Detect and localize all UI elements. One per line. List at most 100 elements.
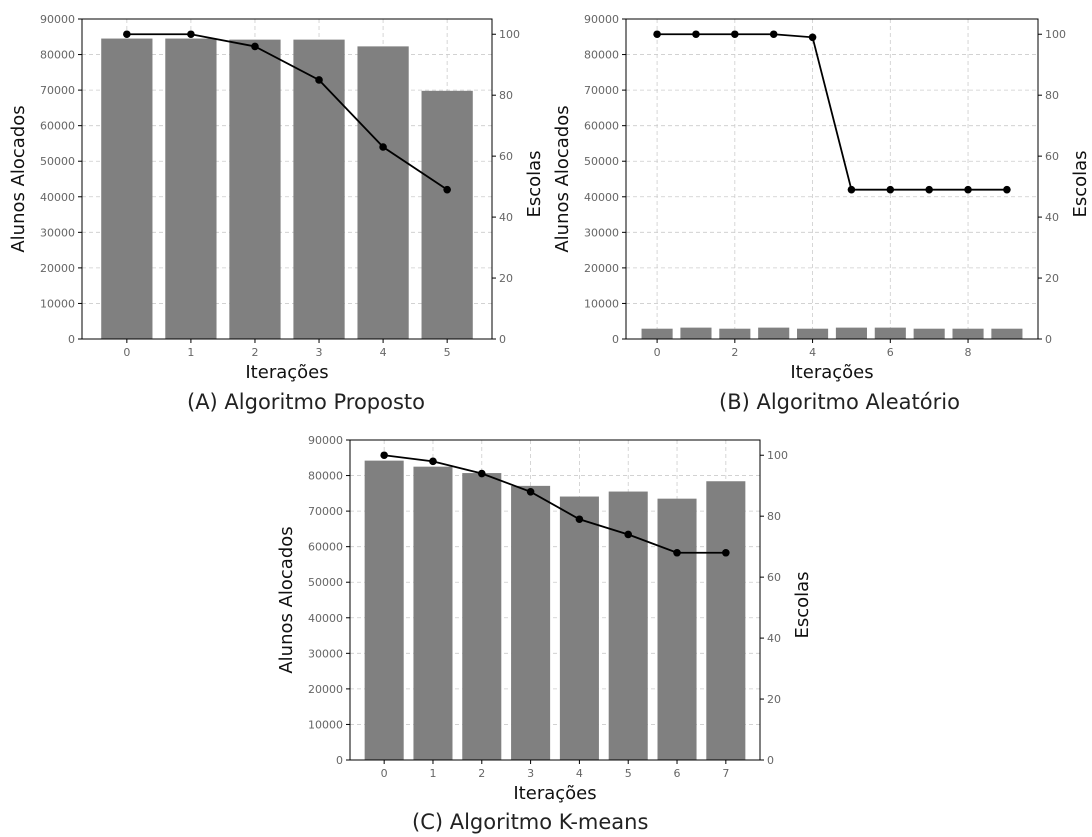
- y2-tick-label: 60: [767, 571, 781, 584]
- y-tick-label: 40000: [40, 191, 75, 204]
- y-tick-label: 40000: [584, 191, 619, 204]
- line-point: [925, 185, 933, 194]
- line-series: [384, 454, 726, 554]
- y-tick-label: 80000: [308, 470, 343, 483]
- bar: [511, 485, 551, 760]
- x-axis-label: Iterações: [245, 362, 328, 383]
- x-tick-label: 2: [251, 346, 258, 359]
- line-point: [443, 185, 451, 194]
- y-tick-label: 10000: [584, 297, 619, 310]
- line-point: [731, 30, 739, 39]
- x-tick-label: 3: [316, 346, 323, 359]
- y-axis-label: Alunos Alocados: [8, 105, 29, 252]
- y2-tick-label: 20: [767, 693, 781, 706]
- y2-tick-label: 100: [1045, 28, 1066, 41]
- x-tick-label: 4: [809, 346, 816, 359]
- x-tick-label: 4: [380, 346, 387, 359]
- line-point: [526, 488, 535, 496]
- y-tick-label: 50000: [584, 155, 619, 168]
- y-tick-label: 80000: [584, 49, 619, 62]
- x-tick-label: 3: [527, 767, 534, 780]
- bar: [952, 328, 984, 339]
- chart-panel-b: 0 10000 20000 30000 40000 50000 60000 70000 8000…: [546, 0, 1092, 420]
- bar: [413, 466, 453, 760]
- y-tick-label: 60000: [40, 120, 75, 133]
- y-tick-label: 10000: [40, 297, 75, 310]
- line-point: [575, 515, 584, 524]
- line-point: [624, 530, 633, 539]
- y-tick-label: 90000: [308, 434, 343, 447]
- x-tick-label: 2: [478, 767, 485, 780]
- y-tick-label: 20000: [40, 262, 75, 275]
- x-tick-label: 5: [625, 767, 632, 780]
- y2-axis-label: Escolas: [792, 571, 813, 638]
- y-tick-label: 20000: [308, 683, 343, 696]
- y-tick-label: 60000: [308, 541, 343, 554]
- y-tick-label: 70000: [40, 84, 75, 97]
- y-tick-label: 50000: [308, 576, 343, 589]
- line-point: [673, 548, 681, 557]
- y-tick-label: 0: [68, 333, 75, 346]
- y-tick-label: 70000: [308, 505, 343, 518]
- y2-tick-label: 100: [767, 449, 788, 462]
- line-point: [808, 33, 817, 42]
- y-tick-label: 10000: [308, 718, 343, 731]
- bar: [462, 473, 502, 760]
- line-point: [722, 548, 730, 557]
- line-point: [769, 30, 778, 39]
- chart-svg-c: 0100002000030000400005000060000700008000…: [276, 434, 813, 804]
- x-tick-label: 0: [381, 767, 388, 780]
- line-point: [964, 185, 972, 194]
- y2-tick-label: 40: [767, 632, 781, 645]
- x-tick-label: 8: [965, 346, 972, 359]
- y2-tick-label: 80: [767, 510, 781, 523]
- line-point: [315, 76, 323, 84]
- y2-axis-label: Escolas: [524, 150, 545, 217]
- x-tick-label: 7: [722, 767, 729, 780]
- x-tick-label: 0: [123, 346, 130, 359]
- chart-panel-c: 0 10000 20000 30000 40000 50000 60000 70000 8000…: [270, 425, 816, 837]
- y2-tick-label: 100: [499, 28, 520, 41]
- y-tick-label: 0: [336, 754, 343, 767]
- y2-tick-label: 60: [1045, 150, 1059, 163]
- y2-tick-label: 80: [1045, 89, 1059, 102]
- x-axis-label: Iterações: [790, 362, 873, 383]
- x-tick-label: 2: [731, 346, 738, 359]
- y-tick-label: 60000: [584, 120, 619, 133]
- line-series: [126, 33, 448, 191]
- line-point: [123, 30, 131, 39]
- line-point: [380, 451, 388, 460]
- y2-tick-label: 40: [1045, 211, 1059, 224]
- y2-tick-label: 80: [499, 89, 513, 102]
- y-tick-label: 90000: [40, 13, 75, 26]
- line-point: [1003, 185, 1011, 194]
- line-point: [692, 30, 700, 39]
- y-tick-label: 20000: [584, 262, 619, 275]
- y-tick-label: 30000: [308, 647, 343, 660]
- y2-tick-label: 20: [1045, 272, 1059, 285]
- bar: [874, 327, 906, 339]
- bar: [357, 46, 409, 339]
- x-axis-label: Iterações: [513, 783, 596, 804]
- bar: [758, 327, 790, 339]
- line-point: [379, 143, 387, 151]
- y2-tick-label: 0: [767, 754, 774, 767]
- y-tick-label: 30000: [584, 226, 619, 239]
- bar: [835, 327, 867, 339]
- chart-caption-c: (C) Algoritmo K-means: [412, 810, 649, 834]
- bar: [706, 481, 746, 760]
- bar: [421, 90, 473, 339]
- y-axis-label: Alunos Alocados: [276, 526, 297, 673]
- plot-frame: [625, 18, 1039, 340]
- line-point: [847, 185, 856, 194]
- y-axis-label: Alunos Alocados: [552, 105, 573, 252]
- bar: [229, 39, 281, 339]
- chart-caption-b: (B) Algoritmo Aleatório: [719, 390, 960, 414]
- bar: [680, 327, 712, 339]
- x-tick-label: 1: [429, 767, 436, 780]
- x-tick-label: 4: [576, 767, 583, 780]
- y2-tick-label: 40: [499, 211, 513, 224]
- y-tick-label: 40000: [308, 612, 343, 625]
- bar: [991, 328, 1023, 339]
- bar: [797, 328, 829, 339]
